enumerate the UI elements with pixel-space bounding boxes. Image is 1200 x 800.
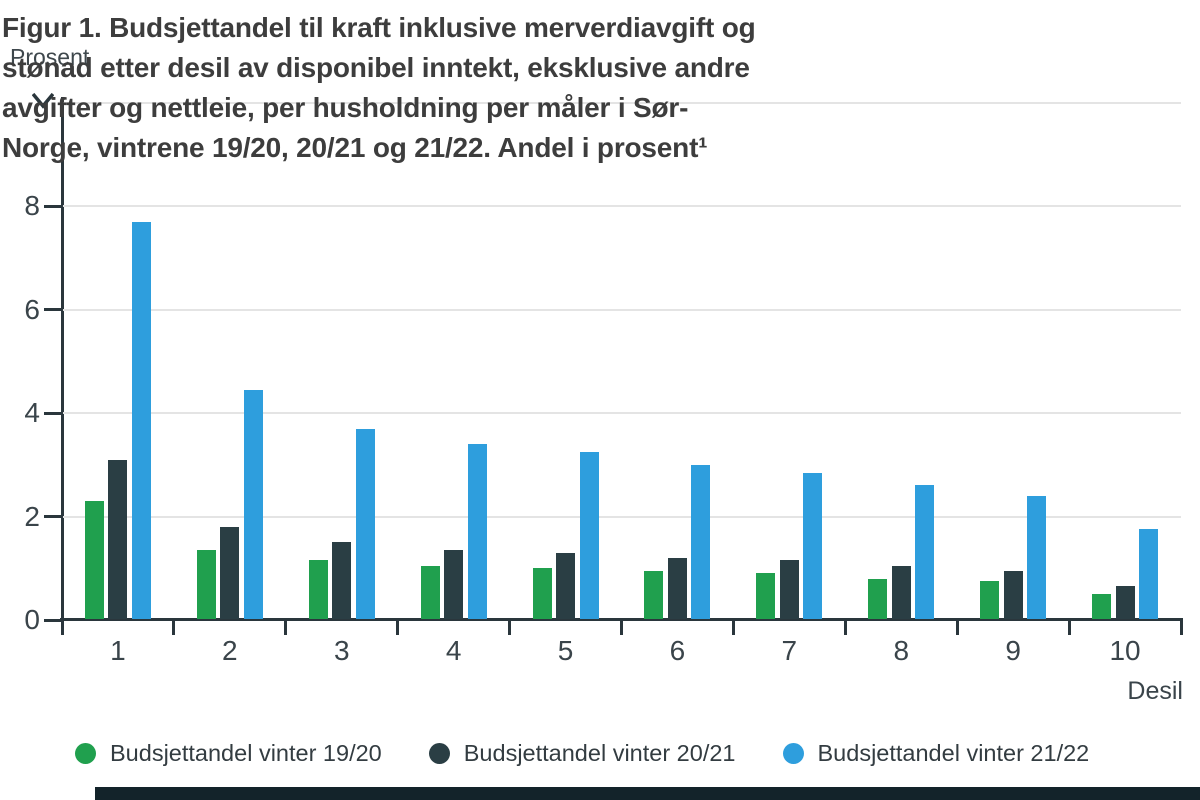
bar [915,485,935,619]
chevron-down-icon [32,92,54,109]
y-tick-label: 4 [24,397,40,428]
x-axis-line [60,618,1183,621]
x-axis-tick [1179,620,1183,635]
y-axis-tick [44,411,63,415]
bar [332,542,352,619]
bar [420,565,440,619]
x-axis-tick [396,620,400,635]
bar [667,557,687,619]
bar [579,451,599,619]
x-tick-label: 9 [1005,635,1021,666]
x-axis-title: Desil [1127,677,1183,705]
bar [196,550,216,619]
bar [84,500,104,619]
legend-swatch-icon [782,743,804,764]
y-tick-label: 6 [24,293,40,325]
bar [1003,570,1023,619]
x-tick-label: 2 [222,635,238,666]
legend-label: Budsjettandel vinter 20/21 [463,740,736,766]
bar [1092,594,1112,619]
legend-label: Budsjettandel vinter 19/20 [110,740,382,766]
x-axis-tick [620,620,623,635]
bar [1115,586,1135,619]
y-axis-tick [44,515,63,518]
figure-title-line: stønad etter desil av disponibel inntekt… [2,52,750,83]
bar [891,565,911,619]
x-tick-label: 7 [781,635,798,666]
gridline [62,205,1181,207]
figure-title-line: avgifter og nettleie, per husholdning pe… [2,92,689,123]
gridline [62,515,1181,518]
bar [220,526,240,619]
bar [691,464,711,619]
bar [779,560,799,619]
y-tick-label: 8 [24,190,40,221]
legend: Budsjettandel vinter 19/20 Budsjettandel … [75,740,1089,767]
gridline [62,412,1181,414]
x-axis-tick [508,620,512,635]
bar [131,221,151,619]
bar [243,389,263,619]
bottom-strip [95,787,1200,800]
x-tick-label: 8 [893,635,910,666]
y-axis-line [61,97,64,621]
bar [868,578,888,619]
y-axis-tick [44,618,63,622]
x-axis-tick [60,620,64,635]
bar [355,428,375,619]
x-tick-label: 1 [110,635,126,666]
figure-title-line: Norge, vintrene 19/20, 20/21 og 21/22. A… [2,132,708,163]
bar [556,552,576,619]
y-axis-tick [44,308,63,311]
y-tick-label: 2 [24,500,40,532]
figure-title: Figur 1. Budsjettandel til kraft inklusi… [2,8,922,168]
x-axis-tick [172,620,176,635]
legend-item: Budsjettandel vinter 19/20 [75,740,382,767]
x-tick-label: 3 [333,635,350,666]
y-axis-tick [44,204,63,208]
x-axis-tick [284,620,288,635]
x-tick-label: 4 [445,635,462,666]
bar [756,573,776,619]
bar [308,560,328,619]
x-axis-tick [1067,620,1071,635]
gridline [62,101,1181,104]
legend-item: Budsjettandel vinter 20/21 [428,740,736,767]
x-axis-tick [955,620,959,635]
y-tick-label: 0 [24,604,40,635]
x-axis-tick [843,620,847,635]
legend-swatch-icon [75,743,96,764]
legend-item: Budsjettandel vinter 21/22 [782,740,1090,767]
legend-swatch-icon [428,743,450,764]
figure-title-line: Figur 1. Budsjettandel til kraft inklusi… [2,12,756,43]
bar [532,568,552,619]
x-tick-label: 10 [1109,635,1141,666]
bar [467,444,487,619]
bar [108,459,128,619]
bar [1027,495,1047,619]
bar [803,472,823,619]
y-axis-title: Prosent [10,44,90,70]
bar [1139,529,1159,619]
legend-label: Budsjettandel vinter 21/22 [817,740,1090,766]
x-tick-label: 5 [557,635,574,666]
x-axis-tick [731,620,735,635]
bar [444,550,464,619]
x-tick-label: 6 [669,635,686,666]
bar [980,581,1000,619]
gridline [62,308,1181,311]
bar [644,570,664,619]
